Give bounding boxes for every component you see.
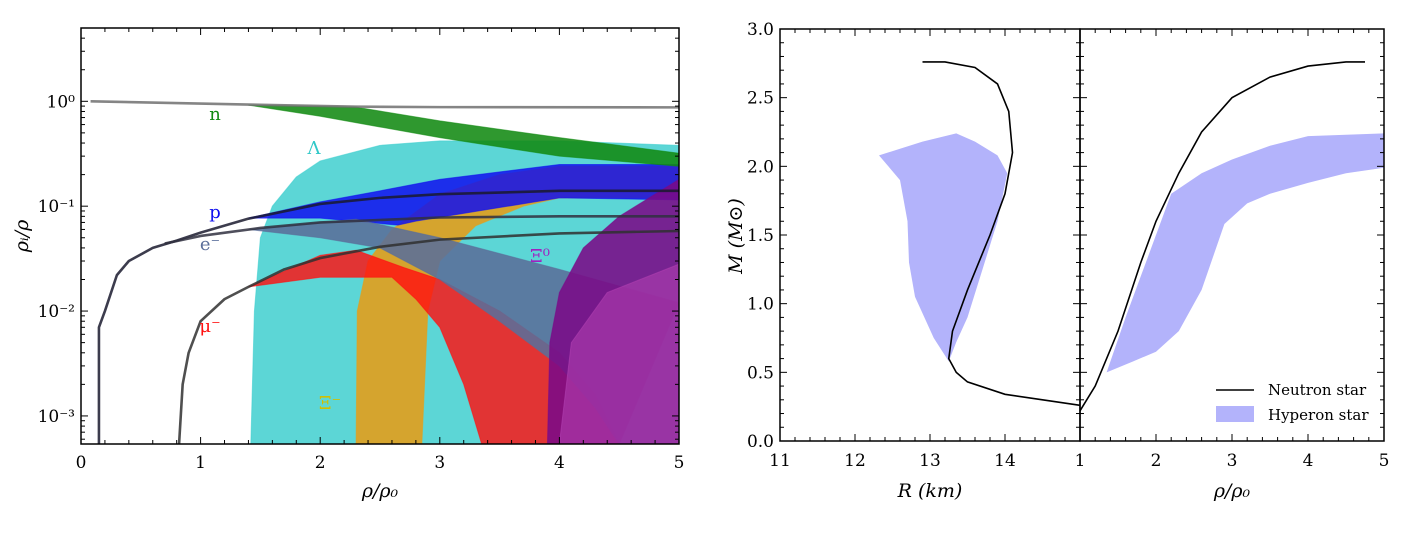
y-tick-label: 0.0 <box>747 432 774 452</box>
y-tick-label: 10⁻¹ <box>38 197 75 217</box>
x-tick-label: 2 <box>1151 451 1162 471</box>
annotation-label: n <box>209 104 221 125</box>
annotation-label: e⁻ <box>200 234 220 255</box>
legend-hyperon-star-swatch <box>1216 406 1254 422</box>
annotation-label: Λ <box>307 138 322 159</box>
x-tick-label: 3 <box>1227 451 1238 471</box>
line-3 <box>177 229 679 444</box>
x-axis-label: ρ/ρ₀ <box>1213 480 1251 502</box>
line-1 <box>97 189 679 444</box>
x-tick-label: 14 <box>994 451 1016 471</box>
annotation-label: μ⁻ <box>199 316 220 337</box>
neutron-star-curve <box>1079 61 1365 412</box>
left-axes-frame <box>80 27 680 445</box>
y-axis-label: ρᵢ/ρ <box>11 219 33 253</box>
y-tick-label: 1.5 <box>747 226 774 246</box>
band-6 <box>558 263 679 444</box>
x-tick-label: 4 <box>1303 451 1314 471</box>
hyperon-star-band <box>1106 133 1384 373</box>
hyperon-star-band <box>879 133 1008 362</box>
y-tick-label: 3.0 <box>747 20 774 40</box>
legend-label: Hyperon star <box>1268 406 1369 424</box>
y-tick-label: 0.5 <box>747 363 774 383</box>
x-tick-label: 11 <box>769 451 791 471</box>
neutron-star-curve <box>922 61 1081 407</box>
annotation-label: p <box>209 202 221 223</box>
y-tick-label: 2.0 <box>747 157 774 177</box>
x-tick-label: 12 <box>844 451 866 471</box>
x-tick-label: 4 <box>554 453 565 473</box>
line-2 <box>164 215 679 245</box>
y-tick-label: 2.5 <box>747 89 774 109</box>
line-0 <box>90 100 679 109</box>
legend-label: Neutron star <box>1268 381 1367 399</box>
x-tick-label: 5 <box>1379 451 1390 471</box>
x-tick-label: 1 <box>195 453 206 473</box>
y-tick-label: 10⁻² <box>38 302 75 322</box>
y-axis-label: M (M⊙) <box>725 198 747 275</box>
x-tick-label: 1 <box>1075 451 1086 471</box>
axes-frame-2 <box>1079 28 1385 442</box>
band-7 <box>248 104 679 167</box>
y-tick-label: 10⁰ <box>47 92 76 112</box>
annotation-label: Ξ⁰ <box>530 246 550 267</box>
x-tick-label: 13 <box>919 451 941 471</box>
x-tick-label: 5 <box>674 453 685 473</box>
left-plot-area <box>90 100 679 444</box>
annotation-label: Ξ⁻ <box>319 393 341 414</box>
x-tick-label: 3 <box>434 453 445 473</box>
y-tick-label: 10⁻³ <box>38 407 75 427</box>
y-tick-label: 1.0 <box>747 295 774 315</box>
x-axis-label: R (km) <box>897 480 963 502</box>
x-tick-label: 0 <box>76 453 87 473</box>
x-tick-label: 2 <box>315 453 326 473</box>
x-axis-label: ρ/ρ₀ <box>361 480 399 502</box>
